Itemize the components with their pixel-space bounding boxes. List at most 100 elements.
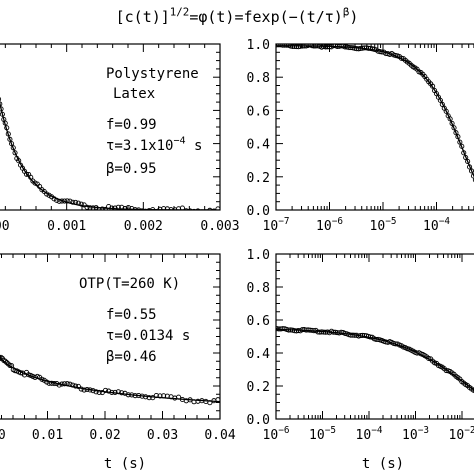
x-tick-label: 10−2 bbox=[449, 425, 474, 443]
data-point bbox=[56, 382, 62, 388]
plot-area bbox=[276, 326, 474, 394]
plot-area bbox=[276, 44, 474, 183]
data-point bbox=[443, 108, 449, 114]
data-point bbox=[150, 395, 156, 401]
data-point bbox=[16, 158, 22, 164]
x-tick-label: 0.001 bbox=[47, 219, 86, 234]
fit-curve bbox=[276, 45, 474, 178]
plot-area bbox=[0, 354, 220, 406]
fit-curve bbox=[0, 356, 220, 403]
panel-top-right: 0.00.20.40.60.81.010−710−610−510−41 bbox=[247, 38, 474, 234]
y-tick-label: 0.4 bbox=[247, 138, 271, 153]
data-point bbox=[451, 125, 457, 131]
fit-curve bbox=[276, 328, 474, 392]
data-point bbox=[207, 207, 213, 210]
data-point bbox=[12, 150, 18, 156]
data-point bbox=[146, 395, 152, 401]
data-point bbox=[87, 205, 93, 210]
annotation: Polystyrene bbox=[106, 66, 199, 82]
x-tick-label: 0.000 bbox=[0, 219, 10, 234]
data-point bbox=[75, 383, 81, 389]
data-point bbox=[161, 206, 167, 210]
data-point bbox=[93, 389, 99, 395]
data-point bbox=[81, 387, 87, 393]
data-point bbox=[398, 55, 405, 61]
data-point bbox=[211, 208, 217, 210]
data-point bbox=[453, 130, 459, 136]
x-tick-label: 10−4 bbox=[356, 425, 383, 443]
data-point bbox=[61, 381, 68, 387]
annotation: τ=0.0134 s bbox=[106, 328, 190, 344]
y-tick-label: 0.6 bbox=[247, 104, 270, 119]
y-tick-label: 0.2 bbox=[247, 380, 270, 395]
annotation: τ=3.1x10−4 s bbox=[106, 136, 202, 154]
panel-top-left: 0.000 0.001 0.002 0.003 Polystyrene Latex f=0.… bbox=[0, 43, 240, 234]
plot-frame bbox=[275, 43, 474, 211]
data-point bbox=[119, 390, 125, 396]
data-point bbox=[195, 208, 201, 210]
data-point bbox=[457, 139, 463, 145]
y-tick-label: 0.0 bbox=[247, 413, 270, 428]
data-point bbox=[72, 383, 79, 389]
y-tick-label: 0.6 bbox=[247, 314, 270, 329]
data-point bbox=[23, 171, 30, 177]
data-point bbox=[0, 101, 3, 107]
data-point bbox=[84, 204, 90, 210]
data-point bbox=[187, 208, 193, 210]
y-tick-label: 0.2 bbox=[247, 171, 270, 186]
x-tick-label: 10−5 bbox=[370, 216, 397, 234]
data-point bbox=[215, 206, 220, 210]
data-point bbox=[146, 208, 152, 210]
data-point bbox=[437, 97, 443, 103]
data-point bbox=[102, 387, 108, 393]
y-tick-label: 0.4 bbox=[247, 347, 271, 362]
fit-curve bbox=[0, 101, 220, 210]
data-point bbox=[7, 136, 13, 142]
data-point bbox=[465, 158, 471, 164]
x-tick-label: 0.04 bbox=[204, 428, 235, 443]
x-tick-label: 0.002 bbox=[124, 219, 163, 234]
data-point bbox=[64, 198, 70, 204]
data-point bbox=[139, 208, 145, 210]
data-point bbox=[472, 177, 474, 183]
figure-title: [c(t)]1/2=φ(t)=fexp(−(t/τ)β) bbox=[116, 5, 359, 26]
data-point bbox=[0, 97, 2, 102]
y-tick-label: 1.0 bbox=[247, 248, 270, 263]
panel-bottom-right: 0.0 0.2 0.4 0.6 0.8 1.0 10−6 10−5 10−4 10−3 10−2 t … bbox=[247, 248, 474, 472]
x-tick-label: 10−4 bbox=[423, 216, 450, 234]
annotation: OTP(T=260 K) bbox=[79, 276, 180, 292]
data-point bbox=[449, 120, 455, 126]
y-tick-label: 0.8 bbox=[247, 71, 270, 86]
x-tick-label: 0.00 bbox=[0, 428, 6, 443]
annotation: f=0.55 bbox=[106, 307, 157, 323]
annotation: β=0.95 bbox=[106, 161, 157, 177]
x-tick-label: 10−3 bbox=[402, 425, 429, 443]
y-tick-label: 0.0 bbox=[247, 204, 270, 219]
x-tick-label: 0.02 bbox=[89, 428, 120, 443]
annotation: Latex bbox=[113, 86, 155, 102]
x-axis-label: t (s) bbox=[104, 456, 146, 472]
data-point bbox=[78, 201, 84, 207]
panel-bottom-left: 0.00 0.01 0.02 0.03 0.04 t (s) OTP(T=260 K) f=0… bbox=[0, 253, 236, 472]
x-axis-label: t (s) bbox=[362, 456, 404, 472]
data-point bbox=[106, 388, 112, 394]
annotation: f=0.99 bbox=[106, 117, 157, 133]
y-tick-label: 1.0 bbox=[247, 38, 270, 53]
x-tick-label: 10−7 bbox=[263, 216, 290, 234]
data-point bbox=[99, 206, 105, 210]
x-tick-label: 0.03 bbox=[147, 428, 178, 443]
annotation: β=0.46 bbox=[106, 349, 157, 365]
data-point bbox=[472, 388, 474, 394]
data-point bbox=[179, 205, 185, 210]
x-tick-label: 0.01 bbox=[32, 428, 63, 443]
x-tick-label: 0.003 bbox=[200, 219, 239, 234]
data-point bbox=[183, 208, 189, 210]
x-tick-label: 10−6 bbox=[316, 216, 343, 234]
data-point bbox=[0, 356, 3, 362]
y-tick-label: 0.8 bbox=[247, 281, 270, 296]
x-tick-label: 10−5 bbox=[309, 425, 336, 443]
data-point bbox=[102, 206, 108, 210]
x-tick-label: 10−6 bbox=[263, 425, 290, 443]
plot-area bbox=[0, 97, 220, 210]
